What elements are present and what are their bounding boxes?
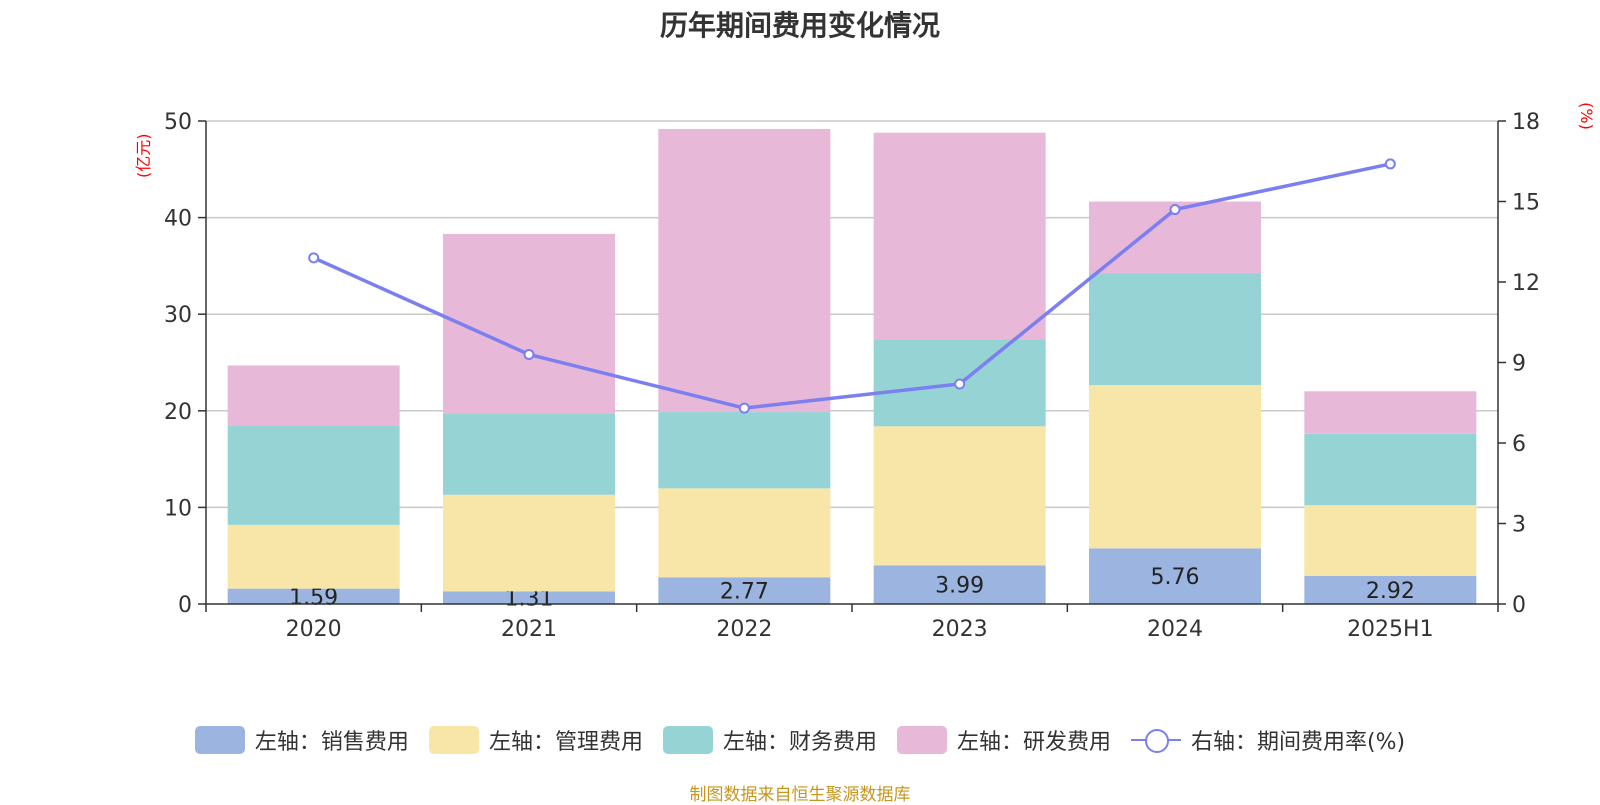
chart-title: 历年期间费用变化情况: [659, 9, 940, 42]
legend-item-sales[interactable]: 左轴：销售费用: [194, 724, 409, 756]
x-axis-tick-label: 2023: [932, 617, 988, 642]
legend-swatch-rate: [1130, 726, 1181, 754]
bar-sales: [1089, 548, 1261, 604]
left-axis-tick-label: 10: [164, 496, 192, 521]
right-axis-tick-label: 6: [1512, 432, 1526, 457]
bar-sales: [227, 588, 400, 604]
bar-sales: [658, 577, 831, 604]
rate-point: [738, 402, 750, 414]
rate-point: [1169, 204, 1181, 216]
bar-rd: [1304, 391, 1477, 434]
bar-data-label: 1.59: [289, 585, 338, 610]
legend-item-admin[interactable]: 左轴：管理费用: [428, 724, 643, 756]
right-axis-tick-label: 0: [1512, 593, 1526, 618]
bar-data-label: 3.99: [935, 574, 984, 599]
x-axis-tick-label: 2020: [286, 617, 342, 642]
bar-sales: [873, 565, 1046, 604]
left-axis-tick-label: 30: [164, 303, 192, 328]
bar-finance: [1304, 433, 1477, 506]
right-axis-tick-label: 9: [1512, 352, 1526, 377]
right-axis-tick-label: 3: [1512, 513, 1526, 538]
bar-finance: [227, 425, 400, 525]
bar-admin: [873, 426, 1046, 566]
bar-rd: [227, 365, 400, 426]
source-note: 制图数据来自恒生聚源数据库: [689, 785, 911, 805]
rate-point: [954, 378, 966, 390]
bar-rd: [658, 129, 831, 413]
x-axis-tick-label: 2022: [716, 617, 772, 642]
bar-data-label: 2.92: [1366, 579, 1415, 604]
left-axis-tick-label: 20: [164, 400, 192, 425]
right-axis-tick-label: 15: [1512, 191, 1540, 216]
bar-rd: [873, 132, 1046, 340]
bar-finance: [658, 412, 831, 489]
legend-label-sales: 左轴：销售费用: [254, 730, 409, 755]
bar-finance: [443, 413, 615, 495]
legend-label-rate: 右轴：期间费用率(%): [1190, 730, 1406, 755]
bar-admin: [227, 524, 400, 589]
x-axis-tick-label: 2024: [1147, 617, 1203, 642]
legend-swatch-admin: [428, 726, 479, 754]
left-axis-tick-label: 0: [178, 593, 192, 618]
bar-data-label: 2.77: [720, 580, 769, 605]
legend-item-rate[interactable]: 右轴：期间费用率(%): [1130, 724, 1406, 756]
legend-swatch-rd: [896, 726, 947, 754]
bar-admin: [658, 488, 831, 578]
rate-point: [1384, 158, 1396, 170]
bar-data-label: 5.76: [1151, 565, 1200, 590]
rate-point: [523, 348, 535, 360]
bar-admin: [1089, 385, 1261, 549]
rate-line: [312, 162, 1391, 410]
legend-swatch-finance: [662, 726, 713, 754]
right-axis-tick-label: 18: [1512, 110, 1540, 135]
legend-label-finance: 左轴：财务费用: [722, 730, 877, 755]
rate-point: [308, 252, 320, 264]
bar-admin: [443, 494, 615, 592]
bar-rd: [443, 233, 615, 414]
bar-admin: [1304, 505, 1477, 576]
x-axis-tick-label: 2025H1: [1347, 617, 1434, 642]
legend-label-rd: 左轴：研发费用: [956, 730, 1111, 755]
left-axis-tick-label: 50: [164, 110, 192, 135]
x-axis-tick-label: 2021: [501, 617, 557, 642]
left-axis-tick-label: 40: [164, 207, 192, 232]
bar-sales: [443, 591, 615, 604]
bar-sales: [1304, 575, 1477, 604]
right-axis-tick-label: 12: [1512, 271, 1540, 296]
legend-swatch-sales: [194, 726, 245, 754]
legend: 左轴：销售费用 左轴：管理费用 左轴：财务费用 左轴：研发费用 右轴：期间费用率…: [0, 724, 1600, 756]
legend-item-rd[interactable]: 左轴：研发费用: [896, 724, 1111, 756]
legend-item-finance[interactable]: 左轴：财务费用: [662, 724, 877, 756]
bar-finance: [1089, 273, 1261, 386]
legend-label-admin: 左轴：管理费用: [488, 730, 643, 755]
